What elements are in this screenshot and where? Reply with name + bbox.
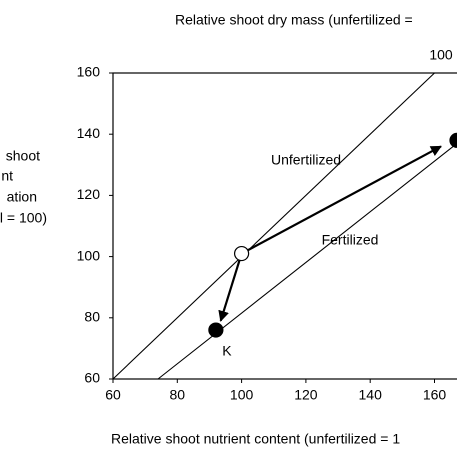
arrow: [218, 253, 243, 322]
isopleth-line: [112, 72, 435, 380]
point: [449, 132, 457, 148]
isopleth-label: 100: [429, 47, 453, 63]
point-label: K: [222, 343, 232, 359]
x-tick-label: 120: [294, 387, 318, 403]
arrow: [241, 145, 442, 255]
x-tick-label: 140: [359, 387, 383, 403]
y-tick-label: 60: [84, 370, 100, 386]
x-tick-label: 80: [170, 387, 186, 403]
x-tick-label: 60: [105, 387, 121, 403]
point: [233, 245, 250, 262]
plot-frame: [112, 72, 457, 380]
y-tick-label: 160: [77, 64, 101, 80]
x-tick-label: 100: [230, 387, 254, 403]
chart-title: Relative shoot dry mass (unfertilized =: [175, 12, 413, 28]
y-axis-label: ation: [7, 189, 37, 205]
y-axis-label: nt: [1, 168, 13, 184]
x-tick-label: 160: [423, 387, 447, 403]
line-label: Fertilized: [322, 232, 379, 248]
x-axis-label: Relative shoot nutrient content (unferti…: [111, 431, 400, 447]
isopleth-line: [157, 142, 457, 380]
y-tick-label: 100: [77, 247, 101, 263]
y-axis-label: shoot: [6, 148, 40, 164]
line-label: Unfertilized: [271, 152, 341, 168]
y-axis-label: l = 100): [0, 210, 47, 226]
point: [208, 322, 224, 338]
y-tick-label: 140: [77, 125, 101, 141]
y-tick-label: 120: [77, 186, 101, 202]
y-tick-label: 80: [84, 309, 100, 325]
